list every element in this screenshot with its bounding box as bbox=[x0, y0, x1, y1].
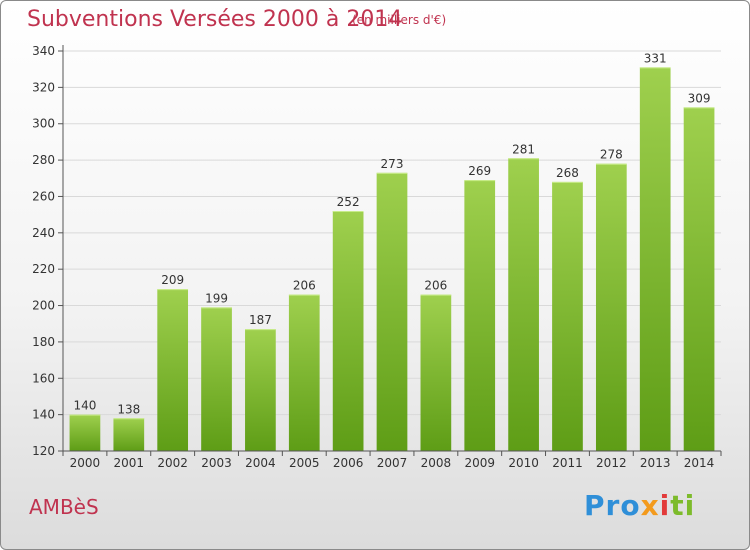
data-label: 268 bbox=[556, 166, 579, 180]
x-tick-label: 2011 bbox=[552, 456, 583, 470]
axes: 120 140 160 180 200 220 240 260 280 300 320 340 2000… bbox=[32, 44, 722, 470]
y-tick-label: 220 bbox=[32, 262, 55, 276]
bar bbox=[595, 163, 627, 451]
y-tick-label: 260 bbox=[32, 189, 55, 203]
data-label: 206 bbox=[293, 279, 316, 293]
bar bbox=[245, 329, 276, 451]
chart-subtitle: (en milliers d'€) bbox=[352, 13, 447, 27]
data-label: 331 bbox=[644, 51, 667, 65]
data-label: 309 bbox=[688, 91, 711, 105]
x-tick-label: 2013 bbox=[640, 456, 671, 470]
x-tick-label: 2009 bbox=[464, 456, 495, 470]
data-label: 206 bbox=[424, 279, 447, 293]
data-label: 252 bbox=[337, 195, 360, 209]
y-tick-label: 140 bbox=[32, 408, 55, 422]
y-tick-label: 240 bbox=[32, 226, 55, 240]
data-label: 140 bbox=[73, 399, 96, 413]
bar bbox=[683, 107, 715, 451]
bar bbox=[113, 418, 145, 451]
x-tick-label: 2000 bbox=[70, 456, 101, 470]
logo-part: Pro bbox=[584, 489, 641, 522]
x-tick-label: 2002 bbox=[157, 456, 188, 470]
logo-part: ti bbox=[670, 489, 696, 522]
bar bbox=[552, 181, 583, 451]
chart-title: Subventions Versées 2000 à 2014 bbox=[27, 7, 403, 32]
logo-part: i bbox=[659, 489, 671, 522]
data-label: 269 bbox=[468, 164, 491, 178]
data-label: 199 bbox=[205, 291, 228, 305]
y-tick-label: 320 bbox=[32, 80, 55, 94]
bar bbox=[420, 294, 452, 451]
bar bbox=[639, 67, 671, 451]
data-label: 209 bbox=[161, 273, 184, 287]
x-tick-label: 2003 bbox=[201, 456, 232, 470]
data-label: 187 bbox=[249, 313, 272, 327]
y-tick-label: 180 bbox=[32, 335, 55, 349]
x-tick-label: 2014 bbox=[684, 456, 715, 470]
commune-name: AMBèS bbox=[29, 495, 99, 519]
x-tick-label: 2010 bbox=[508, 456, 539, 470]
bar bbox=[201, 307, 232, 451]
bars: 140 138 209 199 187 206 252 273 206 269 281 268 278 3… bbox=[69, 51, 715, 452]
y-tick-label: 300 bbox=[32, 117, 55, 131]
proxiti-logo: Proxiti bbox=[584, 489, 695, 522]
data-label: 273 bbox=[381, 157, 404, 171]
bar bbox=[376, 172, 408, 451]
y-tick-label: 120 bbox=[32, 444, 55, 458]
bar bbox=[69, 414, 101, 451]
x-tick-label: 2007 bbox=[377, 456, 408, 470]
x-tick-label: 2012 bbox=[596, 456, 627, 470]
bar bbox=[464, 180, 496, 451]
x-tick-label: 2001 bbox=[114, 456, 145, 470]
bar bbox=[332, 211, 364, 451]
data-label: 281 bbox=[512, 142, 535, 156]
bar bbox=[288, 294, 320, 451]
y-tick-label: 280 bbox=[32, 153, 55, 167]
y-tick-label: 340 bbox=[32, 44, 55, 58]
bar bbox=[508, 158, 539, 452]
y-tick-label: 160 bbox=[32, 371, 55, 385]
data-label: 138 bbox=[117, 402, 140, 416]
x-tick-label: 2008 bbox=[421, 456, 452, 470]
x-tick-label: 2005 bbox=[289, 456, 320, 470]
data-label: 278 bbox=[600, 148, 623, 162]
logo-part: x bbox=[640, 489, 660, 522]
x-tick-label: 2004 bbox=[245, 456, 276, 470]
y-tick-label: 200 bbox=[32, 299, 55, 313]
bar bbox=[157, 289, 189, 451]
x-tick-label: 2006 bbox=[333, 456, 364, 470]
